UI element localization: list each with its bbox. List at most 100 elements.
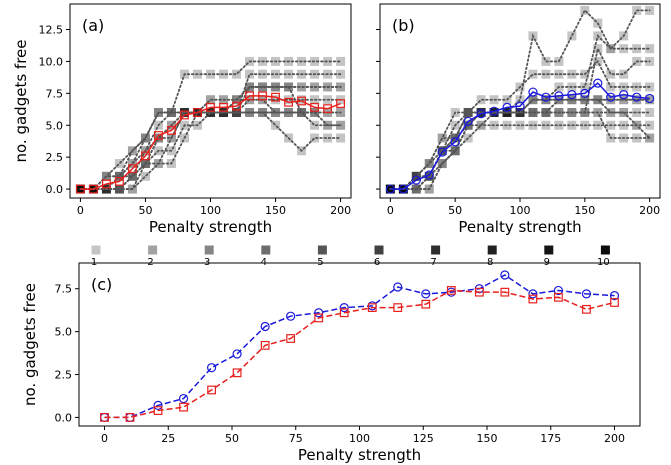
series-1-point: [421, 289, 431, 299]
x-tick-label: 150: [574, 204, 595, 217]
x-tick-label: 100: [349, 432, 370, 445]
mean-point: [489, 106, 499, 116]
plot-area-b: [385, 5, 655, 194]
x-axis-label: Penalty strength: [149, 218, 272, 236]
count-square: [271, 120, 281, 130]
mean-point: [141, 151, 150, 161]
x-tick-label: 100: [200, 204, 221, 217]
series-2-point: [339, 308, 349, 318]
count-square: [284, 95, 294, 105]
count-square: [424, 159, 434, 169]
series-1-point: [339, 303, 349, 313]
series-1-point: [314, 308, 324, 318]
mean-point: [128, 164, 137, 174]
series-1-point: [528, 289, 538, 299]
y-tick-label: 2.5: [46, 151, 64, 164]
run-line-10: [79, 60, 342, 190]
x-tick-label: 150: [265, 204, 286, 217]
x-tick-label: 200: [330, 204, 351, 217]
count-square: [310, 133, 320, 143]
series-2-point: [100, 413, 109, 422]
legend-swatch: [91, 245, 101, 255]
mean-point: [645, 93, 655, 104]
y-tick-label: 5.0: [55, 326, 73, 339]
count-square: [140, 171, 150, 181]
mean-point: [193, 108, 202, 117]
x-tick-label: 150: [477, 432, 498, 445]
count-square: [528, 69, 538, 79]
legend-swatch: [261, 245, 271, 255]
mean-point: [606, 92, 616, 102]
series-2-point: [179, 402, 188, 412]
series-1-point: [581, 289, 592, 299]
mean-point: [619, 90, 629, 100]
y-axis-label: no. gadgets free: [21, 283, 39, 406]
legend-swatch: [487, 245, 497, 255]
legend-swatch: [600, 245, 610, 255]
series-2-point: [500, 287, 510, 297]
count-square: [310, 120, 320, 130]
series-1-point: [609, 291, 620, 301]
mean-point: [554, 91, 564, 101]
count-square: [619, 69, 629, 79]
series-1-point: [232, 349, 242, 359]
panel-label: (b): [392, 16, 415, 35]
series-2-point: [528, 294, 538, 304]
legend-swatch: [317, 245, 327, 255]
mean-point: [476, 109, 486, 119]
mean-point: [76, 184, 85, 194]
count-square: [541, 120, 551, 130]
x-tick-label: 100: [510, 204, 531, 217]
mean-point: [515, 101, 525, 111]
series-2-point: [553, 292, 563, 302]
series-2-point: [125, 413, 135, 422]
count-square: [645, 44, 655, 54]
run-line-5: [389, 8, 651, 190]
mean-point: [567, 90, 577, 100]
count-legend: 1 2 3 4 5 6 7 8 9 10: [91, 245, 610, 268]
mean-point: [398, 184, 408, 194]
x-tick-label: 50: [448, 204, 462, 217]
mean-point: [206, 102, 215, 112]
count-square: [114, 159, 124, 169]
mean-point: [593, 78, 603, 88]
x-axis-label: Penalty strength: [458, 218, 581, 236]
series-1-point: [286, 311, 296, 321]
series-1-point: [553, 285, 564, 296]
run-line-10: [389, 98, 651, 190]
mean-point: [323, 104, 332, 114]
mean-point: [580, 88, 590, 98]
mean-point: [245, 91, 254, 101]
count-square: [593, 44, 603, 54]
mean-point: [463, 116, 473, 127]
y-tick-label: 7.5: [55, 283, 73, 296]
series-2-point: [421, 299, 431, 309]
mean-point: [180, 110, 189, 120]
mean-point: [219, 102, 228, 112]
series-1-line: [104, 274, 615, 419]
count-square: [645, 95, 655, 105]
mean-point: [258, 91, 267, 101]
mean-point: [310, 102, 319, 112]
count-square: [580, 5, 590, 15]
mean-point: [541, 92, 551, 102]
run-line-6: [79, 111, 342, 190]
plot-area-c: [99, 270, 620, 423]
panel-a: 0 50 100 150 200 0.0 2.5 5.0 7.5 10.0 12.5 Penalty …: [12, 3, 352, 236]
mean-point: [271, 92, 280, 102]
mean-point: [411, 175, 421, 185]
panel-b: 0 50 100 150 200 Penalty strength (b): [376, 3, 661, 236]
series-2-point: [582, 304, 591, 314]
mean-point: [167, 125, 176, 135]
y-axis-label: no. gadgets free: [12, 40, 30, 163]
series-2-point: [232, 368, 242, 378]
y-tick-label: 2.5: [55, 369, 73, 382]
count-square: [232, 69, 242, 79]
run-line-2: [389, 59, 651, 190]
legend-swatch: [148, 245, 158, 255]
y-tick-label: 0.0: [55, 411, 73, 424]
mean-point: [632, 92, 642, 102]
y-tick-label: 7.5: [46, 87, 64, 100]
mean-point: [232, 101, 241, 111]
